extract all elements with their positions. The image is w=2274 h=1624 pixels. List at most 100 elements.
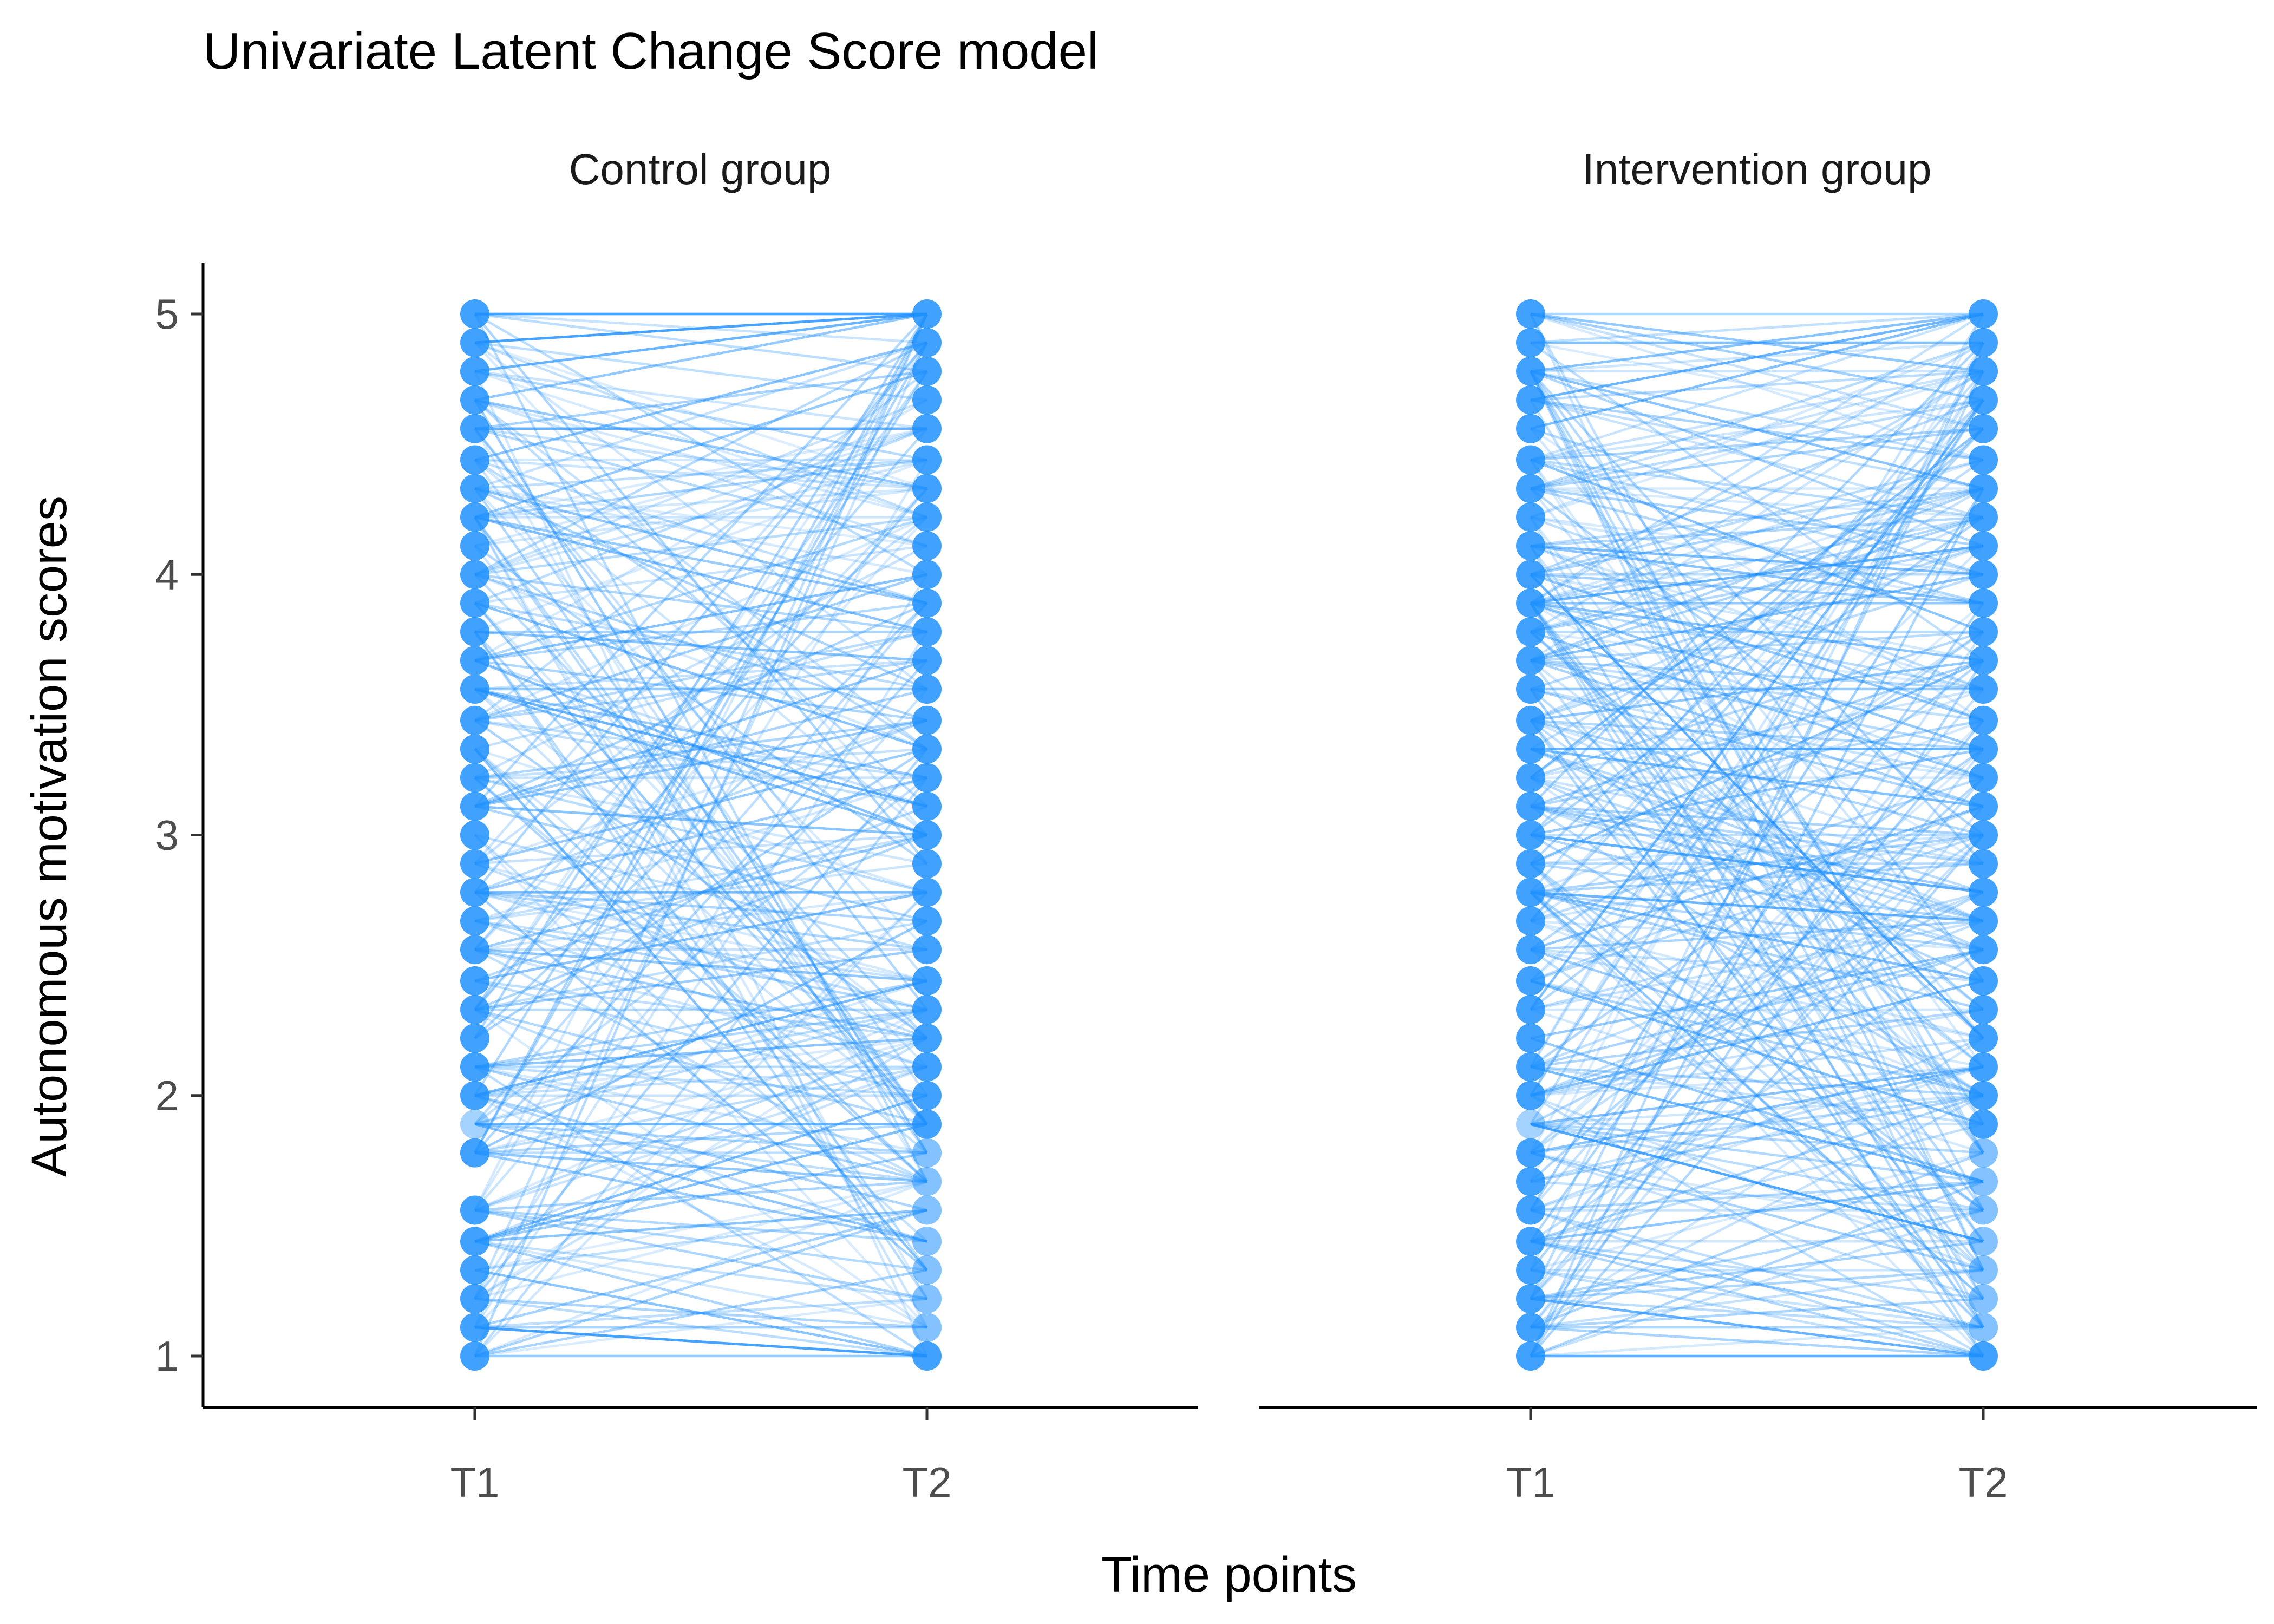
connecting-line: [474, 1065, 927, 1154]
connecting-line: [1530, 920, 1984, 1097]
connecting-line: [474, 342, 928, 1154]
connecting-line: [474, 370, 928, 1096]
connecting-line: [474, 748, 928, 1300]
connecting-line: [1530, 659, 1984, 1011]
data-point-t1: [1516, 1081, 1545, 1110]
connecting-line: [473, 313, 929, 1211]
connecting-line: [1530, 1123, 1984, 1212]
connecting-line: [1530, 891, 1984, 1300]
connecting-line: [1530, 1123, 1984, 1183]
data-point-t2: [1969, 617, 1998, 647]
connecting-line: [1530, 1123, 1984, 1243]
connecting-line: [474, 891, 928, 1271]
connecting-line: [1530, 948, 1984, 1097]
data-point-t1: [460, 935, 489, 965]
connecting-line: [1530, 1180, 1984, 1243]
connecting-line: [1530, 1240, 1984, 1300]
connecting-line: [1530, 688, 1984, 1068]
data-point-t1: [460, 994, 489, 1024]
connecting-line: [474, 487, 927, 519]
connecting-line: [474, 776, 927, 894]
connecting-line: [1530, 545, 1984, 722]
connecting-line: [474, 659, 927, 691]
connecting-line: [1530, 573, 1984, 662]
data-point-t1: [1516, 1023, 1545, 1053]
data-point-t2: [912, 935, 942, 965]
connecting-line: [1530, 399, 1984, 1011]
data-point-t1: [1516, 705, 1545, 735]
connecting-line: [1530, 688, 1984, 1328]
connecting-line: [474, 342, 928, 1011]
connecting-line: [1530, 719, 1984, 1068]
data-point-t2: [1969, 1109, 1998, 1139]
connecting-line: [474, 313, 928, 1154]
connecting-line: [1530, 516, 1984, 576]
connecting-line: [1530, 545, 1984, 691]
data-point-t2: [912, 1255, 942, 1285]
connecting-line: [1530, 891, 1984, 983]
connecting-line: [1530, 1151, 1984, 1272]
connecting-line: [1530, 545, 1984, 605]
connecting-line: [474, 312, 927, 344]
connecting-line: [1530, 891, 1984, 922]
connecting-line: [1530, 630, 1984, 779]
connecting-line: [1530, 313, 1984, 1154]
connecting-line: [474, 516, 928, 1328]
data-point-t1: [460, 617, 489, 647]
connecting-line: [1530, 1094, 1984, 1183]
connecting-line: [474, 719, 927, 779]
connecting-line: [474, 1180, 927, 1358]
y-axis-ticks: 1 2 3 4 5: [155, 290, 203, 1380]
data-point-t1: [1516, 1227, 1545, 1256]
connecting-line: [474, 920, 927, 1011]
connecting-line: [474, 398, 927, 490]
connecting-line: [1530, 834, 1984, 894]
connecting-line: [1530, 370, 1984, 1096]
data-point-t1: [1516, 878, 1545, 907]
connecting-line: [474, 1037, 927, 1097]
connecting-line: [474, 428, 928, 1182]
connecting-line: [1530, 631, 1984, 951]
connecting-line: [1530, 545, 1984, 1328]
connecting-line: [474, 1180, 927, 1212]
connecting-line: [474, 427, 927, 576]
connecting-line: [1530, 891, 1984, 1011]
data-point-t2: [912, 763, 942, 793]
data-point-t1: [460, 445, 489, 475]
connecting-line: [1530, 1065, 1984, 1183]
data-point-t2: [912, 1167, 942, 1196]
connecting-line: [1530, 545, 1984, 1154]
connecting-line: [474, 399, 928, 1154]
connecting-line: [474, 459, 928, 750]
connecting-line: [474, 891, 927, 983]
connecting-line: [1530, 1151, 1984, 1300]
data-point-t2: [1969, 820, 1998, 850]
connecting-line: [1530, 806, 1984, 1328]
connecting-line: [474, 370, 927, 430]
connecting-line: [474, 834, 927, 865]
connecting-line: [474, 979, 927, 1097]
data-point-t2: [1969, 299, 1998, 329]
connecting-line: [1530, 370, 1984, 547]
connecting-line: [474, 1009, 928, 1300]
connecting-line: [1530, 748, 1984, 808]
connecting-line: [1530, 488, 1984, 1357]
x-axis-title: Time points: [1101, 1547, 1357, 1602]
connecting-line: [1530, 631, 1984, 1300]
connecting-line: [1530, 834, 1984, 1300]
data-point-t1: [1516, 1284, 1545, 1314]
connecting-line: [474, 1209, 927, 1243]
data-point-t2: [1969, 791, 1998, 821]
panel-control: [460, 299, 942, 1371]
connecting-line: [1530, 862, 1984, 1212]
connecting-line: [1530, 631, 1984, 922]
connecting-line: [474, 1326, 927, 1358]
data-point-t2: [1969, 966, 1998, 996]
connecting-line: [1530, 1008, 1984, 1097]
connecting-line: [1530, 1065, 1984, 1125]
connecting-line: [474, 891, 927, 983]
connecting-line: [1530, 341, 1984, 605]
connecting-line: [1530, 805, 1984, 894]
connecting-line: [474, 920, 927, 983]
data-point-t2: [912, 791, 942, 821]
